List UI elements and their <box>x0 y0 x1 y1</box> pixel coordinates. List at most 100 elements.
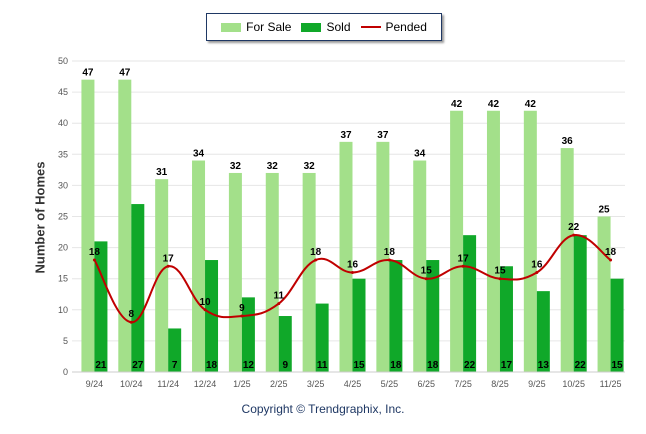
sold-swatch <box>301 22 322 32</box>
for-sale-value-label: 34 <box>414 149 426 160</box>
for-sale-bar <box>450 110 464 372</box>
sold-value-label: 15 <box>353 360 365 371</box>
sold-bar <box>168 328 182 372</box>
x-tick-label: 10/25 <box>562 379 585 389</box>
sold-value-label: 27 <box>132 360 144 371</box>
pended-point <box>92 258 96 262</box>
pended-point <box>203 308 207 312</box>
y-tick-label: 35 <box>58 149 68 159</box>
y-axis-label: Number of Homes <box>32 161 48 274</box>
pended-value-label: 18 <box>89 247 101 258</box>
for-sale-swatch <box>221 22 242 32</box>
sold-bar <box>389 260 403 372</box>
pended-value-label: 18 <box>605 247 617 258</box>
sold-value-label: 22 <box>575 360 587 371</box>
sold-value-label: 18 <box>427 360 439 371</box>
pended-value-label: 8 <box>129 309 135 320</box>
y-tick-label: 0 <box>63 367 68 377</box>
sold-bar <box>499 266 513 372</box>
x-tick-label: 9/24 <box>86 379 104 389</box>
pended-point <box>240 314 244 318</box>
sold-bar <box>610 278 624 372</box>
for-sale-bar <box>265 172 279 372</box>
for-sale-value-label: 47 <box>119 68 131 79</box>
for-sale-bar <box>486 110 500 372</box>
pended-value-label: 15 <box>494 266 506 277</box>
sold-value-label: 17 <box>501 360 513 371</box>
for-sale-bar <box>523 110 537 372</box>
pended-value-label: 11 <box>273 291 284 302</box>
x-tick-label: 6/25 <box>417 379 435 389</box>
sold-value-label: 7 <box>172 360 178 371</box>
sold-value-label: 15 <box>612 360 624 371</box>
sold-bar <box>205 260 219 372</box>
sold-value-label: 22 <box>464 360 476 371</box>
pended-point <box>424 277 428 281</box>
legend-item-pended[interactable]: Pended <box>360 20 427 34</box>
y-tick-label: 10 <box>58 305 68 315</box>
y-tick-label: 5 <box>63 336 68 346</box>
for-sale-value-label: 47 <box>82 68 94 79</box>
x-tick-label: 9/25 <box>528 379 546 389</box>
pended-value-label: 16 <box>531 259 543 270</box>
for-sale-bar <box>597 216 611 372</box>
sold-bar <box>315 303 329 372</box>
x-tick-label: 11/24 <box>157 379 179 389</box>
pended-point <box>166 264 170 268</box>
y-tick-label: 45 <box>58 87 68 97</box>
x-tick-label: 11/25 <box>600 379 622 389</box>
sold-bar <box>94 241 108 372</box>
for-sale-value-label: 36 <box>562 136 574 147</box>
pended-point <box>461 264 465 268</box>
sold-bar <box>426 260 440 372</box>
sold-bar <box>352 278 366 372</box>
for-sale-bar <box>155 179 169 372</box>
sold-bar <box>278 316 292 372</box>
for-sale-bar <box>376 141 390 372</box>
pended-value-label: 17 <box>163 253 175 264</box>
y-tick-label: 15 <box>58 274 68 284</box>
y-tick-label: 25 <box>58 212 68 222</box>
copyright: Copyright © Trendgraphix, Inc. <box>241 402 405 416</box>
for-sale-bar <box>228 172 242 372</box>
for-sale-value-label: 25 <box>599 205 611 216</box>
legend-label: For Sale <box>246 20 292 34</box>
sold-value-label: 13 <box>538 360 550 371</box>
sold-bar <box>463 235 477 372</box>
pended-value-label: 18 <box>384 247 396 258</box>
sold-bar <box>573 235 587 372</box>
for-sale-value-label: 42 <box>488 99 500 110</box>
pended-value-label: 16 <box>347 259 359 270</box>
for-sale-value-label: 32 <box>267 161 279 172</box>
x-tick-label: 10/24 <box>120 379 143 389</box>
pended-value-label: 9 <box>239 303 245 314</box>
legend-item-sold[interactable]: Sold <box>301 20 351 34</box>
pended-point <box>277 302 281 306</box>
y-tick-label: 30 <box>58 180 68 190</box>
for-sale-bar <box>560 148 574 372</box>
x-tick-label: 7/25 <box>454 379 472 389</box>
sold-value-label: 9 <box>282 360 288 371</box>
x-tick-label: 12/24 <box>194 379 217 389</box>
for-sale-value-label: 42 <box>525 99 537 110</box>
for-sale-value-label: 37 <box>340 130 352 141</box>
for-sale-value-label: 32 <box>304 161 316 172</box>
pended-value-label: 22 <box>568 222 580 233</box>
pended-swatch <box>360 26 381 28</box>
sold-value-label: 11 <box>317 360 328 371</box>
legend-label: Pended <box>385 20 427 34</box>
x-tick-label: 4/25 <box>344 379 362 389</box>
pended-value-label: 17 <box>458 253 470 264</box>
x-tick-label: 5/25 <box>381 379 399 389</box>
for-sale-value-label: 32 <box>230 161 242 172</box>
x-tick-label: 2/25 <box>270 379 288 389</box>
legend-item-for-sale[interactable]: For Sale <box>221 20 291 34</box>
for-sale-bar <box>339 141 353 372</box>
for-sale-value-label: 31 <box>156 167 168 178</box>
pended-point <box>609 258 613 262</box>
for-sale-bar <box>192 160 206 372</box>
y-tick-label: 50 <box>58 56 68 66</box>
sold-value-label: 18 <box>390 360 402 371</box>
